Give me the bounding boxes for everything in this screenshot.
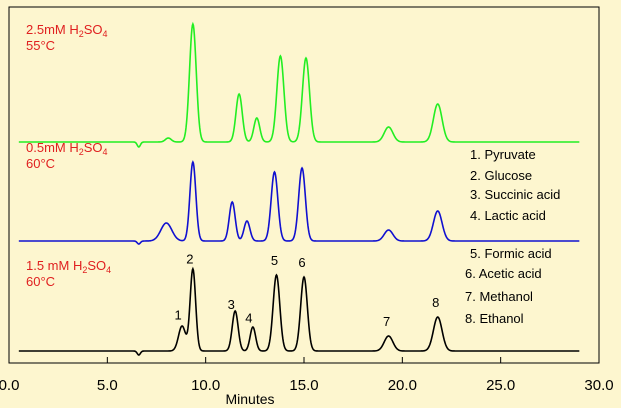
peak-number-2: 2 (186, 252, 193, 267)
trace-3 (18, 266, 580, 356)
peak-number-7: 7 (383, 314, 390, 329)
legend: 1. Pyruvate 2. Glucose 3. Succinic acid 4. … (465, 147, 560, 326)
legend-item-5: 5. Formic acid (470, 246, 552, 261)
condition-subscript: 4 (103, 147, 108, 157)
x-axis-title: Minutes (225, 391, 274, 407)
trace-1 (18, 21, 580, 148)
condition-text: 0.5mM H (26, 140, 79, 155)
x-tick-label-6: 30.0 (584, 377, 613, 394)
condition-subscript: 4 (103, 29, 108, 39)
condition-text: 1.5 mM H (26, 258, 82, 273)
condition-subscript: 2 (79, 29, 84, 39)
peak-number-6: 6 (298, 255, 305, 270)
x-tick-label-1: 5.0 (97, 377, 118, 394)
peak-number-1: 1 (174, 308, 181, 323)
x-tick-label-5: 25.0 (486, 377, 515, 394)
condition-text: SO (87, 258, 106, 273)
legend-item-1: 1. Pyruvate (470, 147, 536, 162)
condition-temp-2: 60°C (26, 156, 55, 171)
legend-item-4: 4. Lactic acid (470, 208, 546, 223)
condition-temp-1: 55°C (26, 38, 55, 53)
condition-text: 2.5mM H (26, 22, 79, 37)
peak-number-8: 8 (432, 295, 439, 310)
peak-number-3: 3 (228, 297, 235, 312)
x-tick-label-3: 15.0 (289, 377, 318, 394)
condition-subscript: 2 (79, 147, 84, 157)
condition-text: SO (84, 22, 103, 37)
legend-item-2: 2. Glucose (470, 168, 532, 183)
traces (18, 21, 580, 356)
x-axis: 0.0 5.0 10.0 15.0 20.0 25.0 30.0 (0, 357, 614, 394)
condition-subscript: 4 (106, 265, 111, 275)
condition-label-1: 2.5mM H2SO4 (26, 22, 108, 39)
trace-2 (18, 160, 580, 245)
condition-label-3: 1.5 mM H2SO4 (26, 258, 111, 275)
legend-item-8: 8. Ethanol (465, 311, 524, 326)
legend-item-7: 7. Methanol (465, 289, 533, 304)
peak-number-labels: 1 2 34 5 6 7 8 (174, 252, 439, 329)
peak-number-4: 4 (245, 310, 252, 325)
x-tick-label-4: 20.0 (388, 377, 417, 394)
condition-label-2: 0.5mM H2SO4 (26, 140, 108, 157)
legend-item-6: 6. Acetic acid (465, 266, 542, 281)
condition-temp-3: 60°C (26, 274, 55, 289)
condition-subscript: 2 (82, 265, 87, 275)
condition-text: SO (84, 140, 103, 155)
x-tick-label-2: 10.0 (191, 377, 220, 394)
peak-number-5: 5 (271, 253, 278, 268)
x-tick-label-0: 0.0 (0, 377, 19, 394)
legend-item-3: 3. Succinic acid (470, 187, 560, 202)
